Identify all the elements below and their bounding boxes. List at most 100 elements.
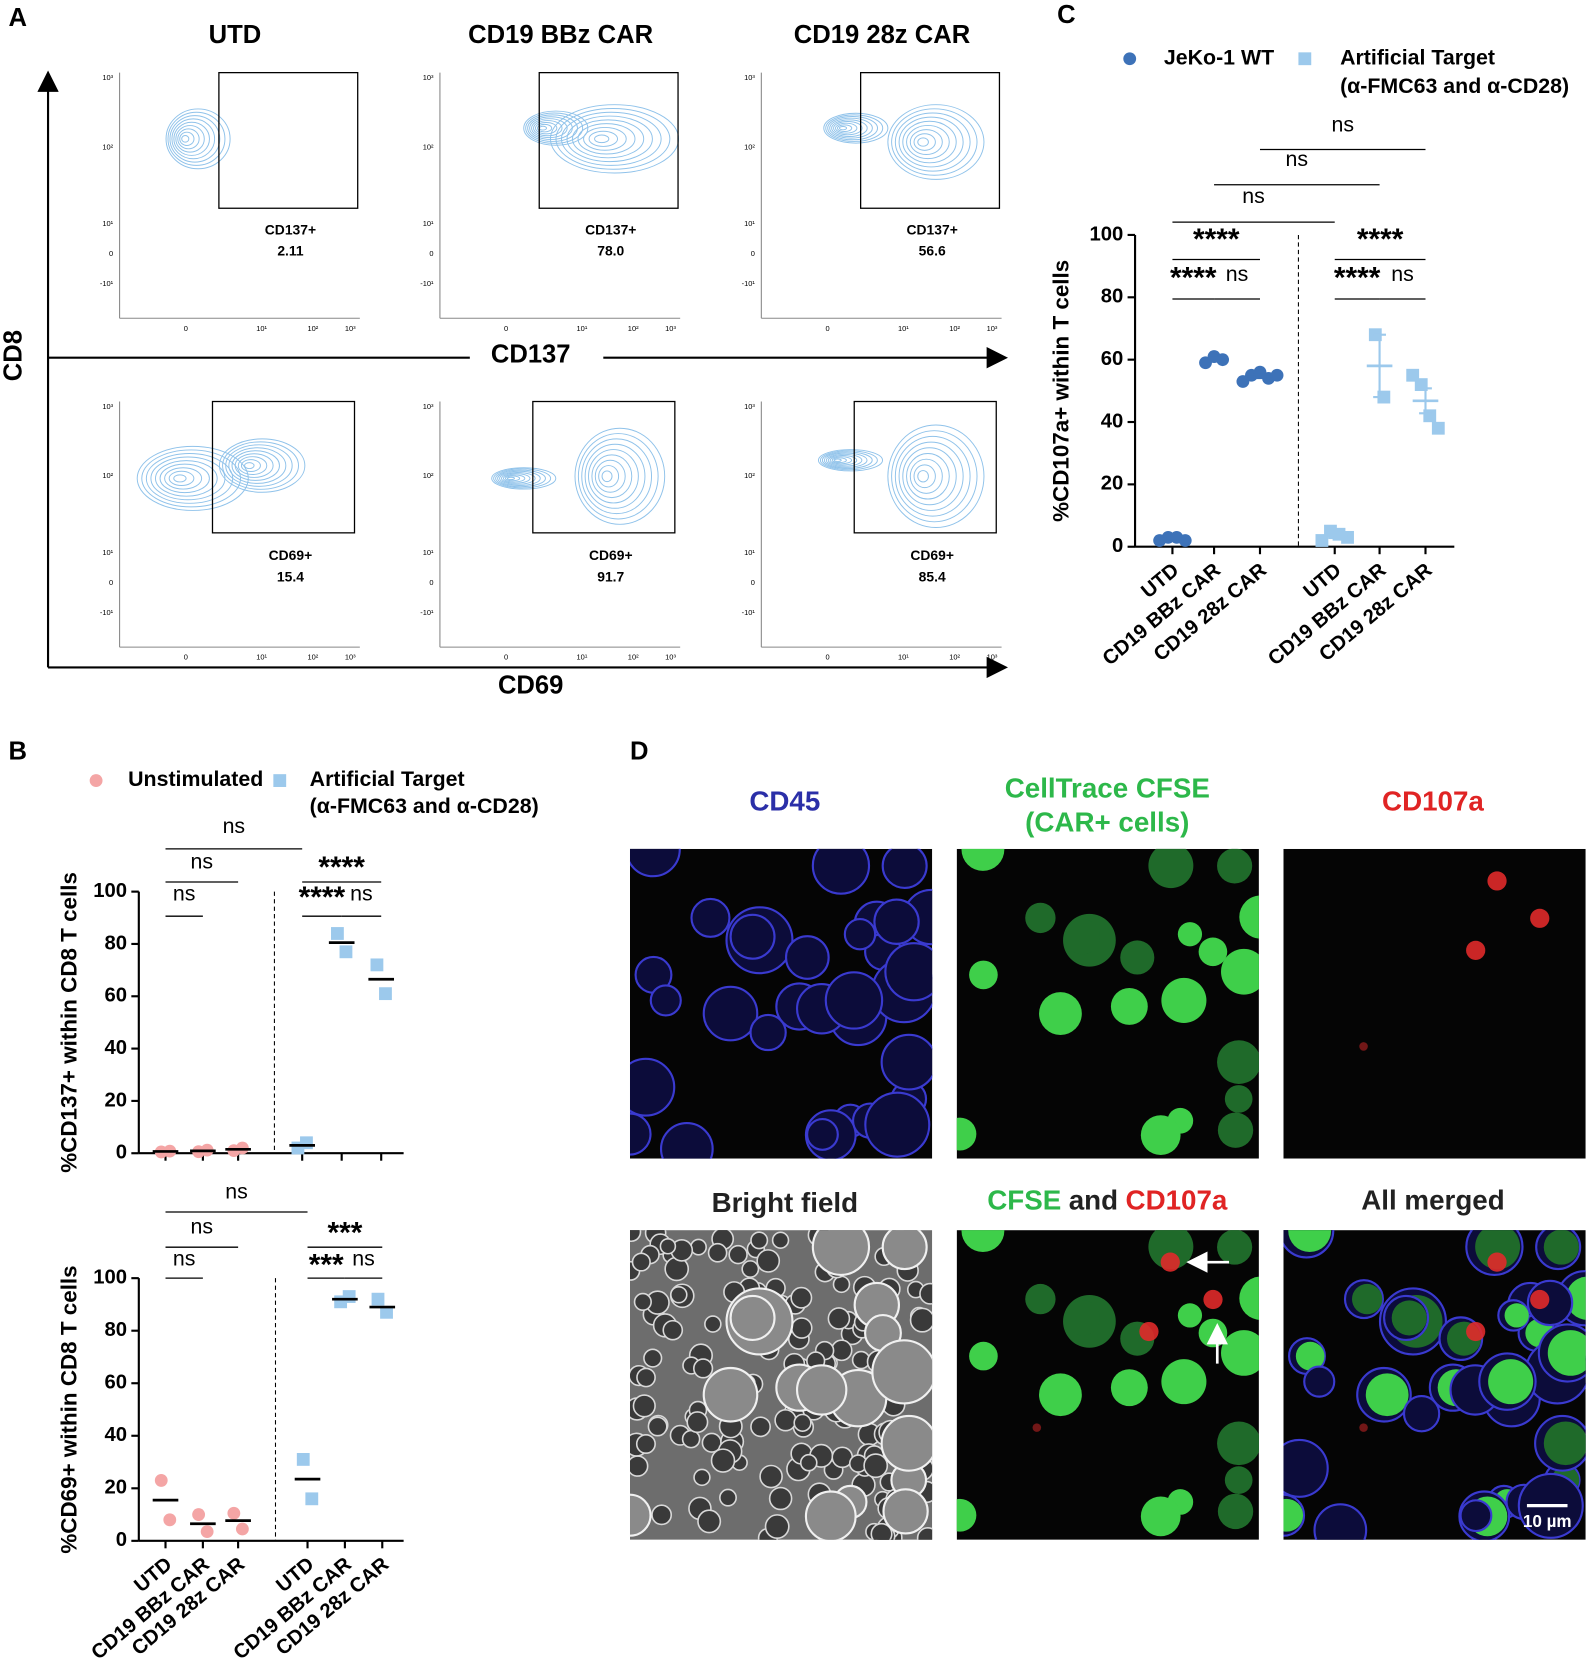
- tick-label: 10²: [628, 653, 639, 662]
- contour: [591, 454, 633, 499]
- cell: [1221, 948, 1259, 995]
- tick-label: 10³: [665, 653, 676, 662]
- cell: [690, 1238, 707, 1256]
- cell: [1288, 1230, 1332, 1253]
- legend-label: JeKo-1 WT: [1164, 45, 1274, 69]
- contour: [218, 438, 306, 493]
- significance-label: ****: [1193, 223, 1240, 256]
- gate: [211, 400, 356, 534]
- contour: [898, 441, 964, 511]
- contour: [827, 455, 858, 466]
- tick-label: 10¹: [102, 219, 113, 228]
- cell: [643, 1348, 663, 1368]
- tick-label: 10²: [423, 142, 434, 151]
- tick-label: -10¹: [100, 608, 114, 617]
- cell: [916, 1526, 933, 1540]
- contour: [150, 456, 226, 501]
- contour: [502, 474, 526, 483]
- tick-label: -10¹: [420, 279, 434, 288]
- cell: [1359, 1042, 1368, 1051]
- contour: [902, 120, 957, 164]
- chart: 0 20 40 60 80 100 %CD137+ within CD8 T cells Un…: [56, 767, 538, 1173]
- legend-label: Unstimulated: [128, 767, 263, 791]
- contour: [891, 430, 978, 523]
- cell: [741, 1260, 760, 1278]
- contour: [838, 126, 848, 131]
- cell: [1064, 919, 1101, 955]
- cell: [795, 1364, 848, 1416]
- legend-marker: [1298, 52, 1312, 66]
- significance-label: ns: [350, 881, 373, 905]
- cell: [756, 1249, 781, 1273]
- cell: [636, 1367, 656, 1388]
- cell: [1217, 1421, 1259, 1466]
- cell: [629, 1455, 649, 1477]
- cell: [1530, 1289, 1550, 1310]
- error-bar: [1419, 387, 1432, 415]
- cell: [629, 848, 681, 878]
- cell: [771, 1231, 790, 1249]
- cell: [729, 1294, 776, 1341]
- gate-label: CD137+: [265, 221, 316, 237]
- point: [1178, 534, 1192, 547]
- cell: [1303, 1365, 1336, 1398]
- cell: [1110, 1369, 1148, 1407]
- tick-label: 10²: [307, 653, 318, 662]
- contour: [825, 453, 863, 467]
- tick-label: 10¹: [577, 324, 588, 333]
- micrograph: [1283, 1230, 1586, 1540]
- flow-plot: CD69+ 85.4 10³ 10² 10¹ 0 -10¹ 0 10¹ 10² 10³: [742, 400, 1002, 662]
- contour: [835, 122, 858, 134]
- tick-label: 10¹: [102, 548, 113, 557]
- tick-label: 10²: [307, 324, 318, 333]
- legend-label: (α-FMC63 and α-CD28): [1340, 74, 1569, 98]
- contour: [588, 130, 619, 147]
- gate-label: CD69+: [269, 547, 313, 563]
- cell: [884, 942, 933, 1002]
- cell: [1391, 1300, 1427, 1336]
- contour: [495, 469, 546, 488]
- cell: [1283, 1498, 1304, 1532]
- contour: [533, 120, 563, 137]
- contour: [581, 438, 653, 515]
- contour: [906, 124, 950, 160]
- significance-label: ns: [1391, 262, 1414, 286]
- contour: [179, 131, 195, 146]
- cell: [1547, 1330, 1586, 1376]
- legend-marker: [89, 774, 103, 787]
- image-title: CellTrace CFSE: [1005, 773, 1210, 804]
- cell: [1224, 1466, 1253, 1494]
- point: [163, 1513, 177, 1527]
- cell: [1161, 1359, 1207, 1405]
- cell: [1459, 1499, 1493, 1533]
- significance-label: ns: [1286, 147, 1309, 171]
- image-title: CD107a: [1382, 785, 1484, 816]
- panel-label: A: [9, 4, 27, 32]
- contour: [171, 118, 216, 160]
- contour: [228, 447, 287, 484]
- tick-label: 10³: [744, 73, 755, 82]
- cell: [811, 1230, 871, 1276]
- contour: [902, 447, 957, 506]
- cell: [704, 1315, 722, 1333]
- cell: [647, 1416, 668, 1437]
- cell: [1402, 1395, 1441, 1433]
- contour: [499, 471, 536, 485]
- contour: [225, 444, 293, 487]
- contour: [887, 424, 985, 528]
- cell: [659, 1122, 714, 1159]
- tick-label: 10³: [423, 73, 434, 82]
- y-tick-label: 40: [105, 1424, 128, 1446]
- y-tick-label: 20: [1101, 473, 1124, 495]
- significance-label: ns: [173, 1247, 196, 1271]
- y-tick-label: 80: [1101, 286, 1124, 308]
- cell: [1160, 1252, 1180, 1272]
- cell: [871, 1339, 933, 1405]
- tick-label: 10²: [949, 653, 960, 662]
- tick-label: 0: [751, 249, 755, 258]
- cell: [1161, 977, 1207, 1023]
- contour: [560, 111, 662, 166]
- point: [380, 1305, 393, 1319]
- point: [296, 1453, 310, 1466]
- cell: [880, 1033, 933, 1091]
